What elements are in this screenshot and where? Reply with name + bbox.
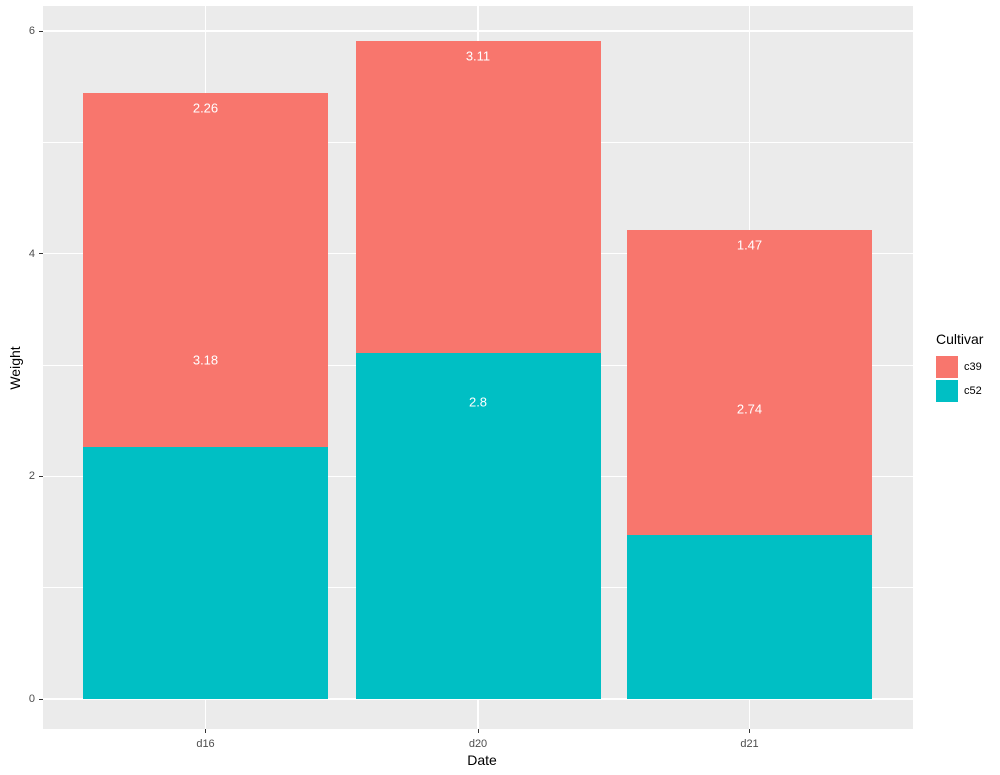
legend-key-swatch [936, 355, 958, 378]
bar-value-label: 3.18 [192, 352, 219, 368]
plot-panel: 3.18 2.26 2.8 3.11 2.74 1.47 [43, 6, 913, 729]
y-tick-label: 0 [28, 693, 35, 705]
bar-segment-c52-d16 [83, 447, 328, 699]
bar-segment-c52-d21 [627, 535, 872, 699]
bar-segment-c39-d16 [83, 93, 328, 448]
bar-segment-c39-d20 [355, 41, 601, 353]
bar-value-label: 1.47 [736, 237, 763, 253]
bar-value-label: 2.74 [736, 401, 763, 417]
x-tick-label: d16 [196, 738, 215, 750]
legend-entry-label: c39 [964, 360, 982, 373]
legend-entry-c52: c52 [936, 379, 983, 402]
bar-value-label: 2.8 [468, 394, 488, 410]
legend: Cultivar c39 c52 [936, 331, 983, 403]
x-axis-title: Date [467, 752, 497, 768]
legend-entry-label: c52 [964, 384, 982, 397]
bar-segment-c52-d20 [355, 352, 601, 699]
y-tick-mark [39, 253, 43, 255]
x-tick-mark [749, 729, 750, 733]
legend-entries: c39 c52 [936, 355, 983, 402]
legend-entry-c39: c39 [936, 355, 983, 378]
bar-value-label: 2.26 [192, 100, 219, 116]
y-tick-label: 4 [28, 247, 35, 260]
y-tick-label: 6 [28, 25, 35, 37]
legend-title: Cultivar [936, 331, 984, 347]
y-axis-title: Weight [7, 346, 23, 390]
bar-segment-c39-d21 [627, 230, 872, 536]
legend-key-swatch [936, 379, 958, 402]
y-tick-mark [39, 698, 43, 700]
x-tick-mark [477, 729, 479, 733]
y-tick-mark [39, 475, 43, 477]
y-tick-label: 2 [28, 470, 35, 483]
x-tick-mark [205, 729, 206, 733]
x-tick-label: d21 [740, 738, 759, 750]
y-tick-mark [39, 30, 43, 32]
x-tick-label: d20 [468, 738, 488, 750]
bar-value-label: 3.11 [465, 48, 491, 64]
